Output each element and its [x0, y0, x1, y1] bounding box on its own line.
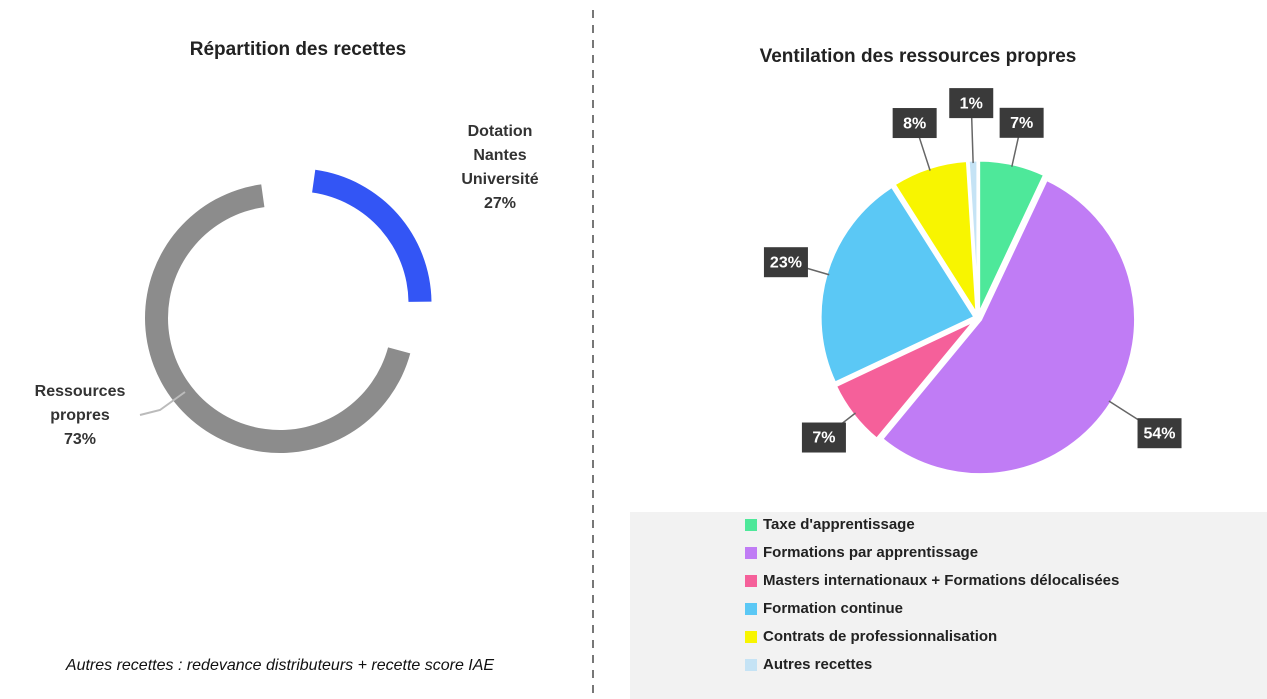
legend-swatch: [745, 631, 757, 643]
legend-swatch: [745, 519, 757, 531]
label-box: [1137, 418, 1182, 449]
slice-label: Dotation Nantes Université 27%: [450, 120, 550, 216]
label-box: [949, 88, 994, 119]
data-label: 23%: [770, 254, 802, 271]
data-label: 7%: [812, 430, 835, 447]
leader-line: [139, 391, 186, 416]
data-label: 54%: [1144, 425, 1176, 442]
legend-swatch: [745, 547, 757, 559]
value-label: 73%: [63, 431, 97, 448]
legend-label: Masters internationaux + Formations délo…: [763, 572, 1119, 589]
legend-label: Contrats de professionnalisation: [763, 628, 997, 645]
legend-label: Autres recettes: [763, 656, 872, 673]
chart-title: Ventilation des ressources propres: [760, 46, 1077, 67]
label-box: [801, 422, 846, 453]
legend-label: Formation continue: [763, 600, 903, 617]
chart-title: Répartition des recettes: [190, 39, 406, 60]
label-box: [892, 108, 937, 139]
annotation: Autres recettes : redevance distributeur…: [65, 657, 495, 674]
slice-label: Ressources propres 73%: [20, 380, 140, 452]
donut-slice: [312, 169, 432, 302]
legend-swatch: [745, 659, 757, 671]
legend-box: [630, 512, 1267, 699]
legend-swatch: [745, 603, 757, 615]
label-box: [999, 107, 1044, 138]
data-label: 1%: [960, 95, 983, 112]
label-box: [763, 247, 808, 278]
donut-slice: [144, 184, 411, 453]
legend-label: Taxe d'apprentissage: [763, 516, 915, 533]
legend-label: Formations par apprentissage: [763, 544, 978, 561]
legend-swatch: [745, 575, 757, 587]
data-label: 8%: [903, 115, 926, 132]
category-label: Ressources propres: [34, 383, 126, 424]
value-label: 27%: [483, 195, 517, 212]
data-label: 7%: [1010, 115, 1033, 132]
category-label: Dotation Nantes Université: [461, 123, 539, 188]
